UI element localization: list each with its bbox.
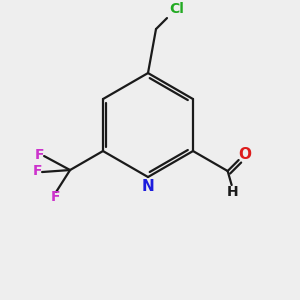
Text: H: H	[227, 185, 239, 199]
Text: Cl: Cl	[169, 2, 184, 16]
Text: F: F	[32, 164, 42, 178]
Text: F: F	[50, 190, 60, 204]
Text: O: O	[238, 146, 251, 161]
Text: N: N	[142, 178, 154, 194]
Text: F: F	[34, 148, 44, 162]
